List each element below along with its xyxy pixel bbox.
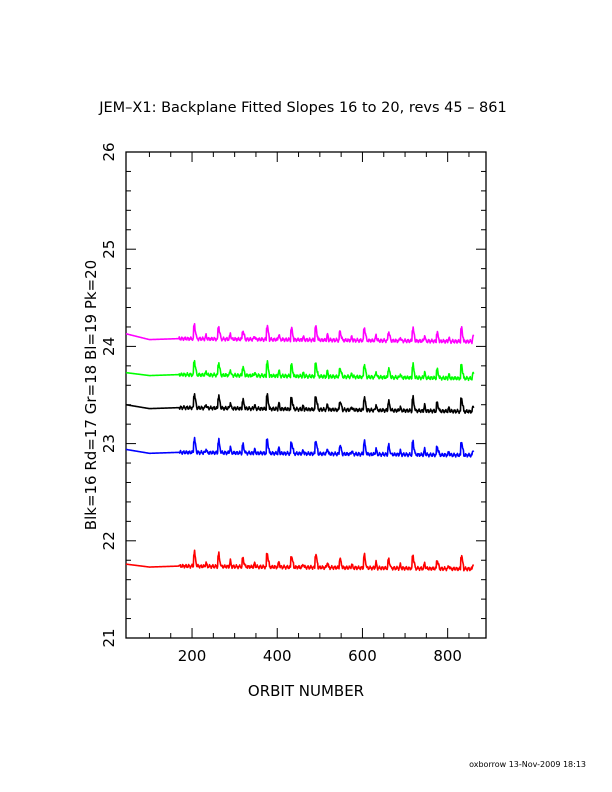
series-lines [125, 322, 475, 572]
x-tick-label: 800 [433, 647, 462, 665]
series-line-18 [125, 359, 475, 382]
y-tick-label: 23 [100, 434, 118, 453]
series-line-20 [125, 322, 475, 345]
axis-ticks [126, 151, 486, 639]
series-line-19 [125, 436, 475, 458]
x-tick-label: 600 [348, 647, 377, 665]
y-tick-label: 26 [100, 142, 118, 161]
y-tick-label: 24 [100, 337, 118, 356]
x-tick-label: 400 [263, 647, 292, 665]
x-axis-label: ORBIT NUMBER [248, 682, 364, 700]
y-axis-label: Blk=16 Rd=17 Gr=18 Bl=19 Pk=20 [82, 260, 100, 530]
x-tick-label: 200 [178, 647, 207, 665]
y-tick-label: 21 [100, 628, 118, 647]
series-line-17 [125, 549, 475, 572]
footer-timestamp: oxborrow 13-Nov-2009 18:13 [469, 760, 586, 769]
y-tick-label: 25 [100, 240, 118, 259]
plot-frame [125, 151, 487, 639]
x-tick-labels: 200 400 600 800 [178, 647, 462, 665]
y-tick-label: 22 [100, 531, 118, 550]
chart-title: JEM–X1: Backplane Fitted Slopes 16 to 20… [98, 100, 507, 116]
series-line-16 [125, 392, 475, 415]
y-tick-labels: 21 22 23 24 25 26 [100, 142, 118, 647]
